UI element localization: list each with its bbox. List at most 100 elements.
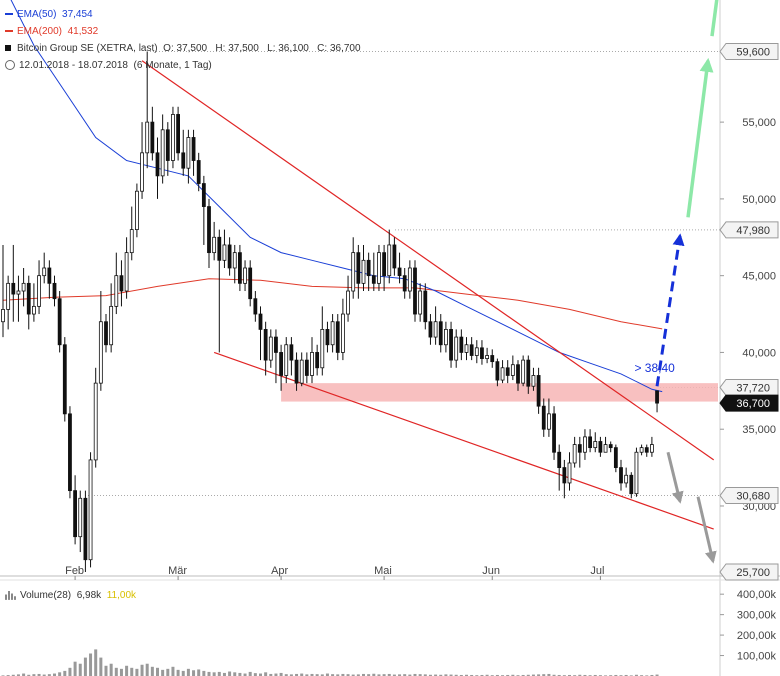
candle-body bbox=[181, 152, 186, 169]
volume-bar bbox=[58, 672, 62, 676]
volume-bar bbox=[68, 667, 72, 676]
candle-body bbox=[310, 352, 314, 376]
volume-bar bbox=[320, 674, 324, 676]
candle-icon bbox=[5, 45, 11, 52]
candle-body bbox=[47, 267, 52, 284]
volume-bar bbox=[176, 669, 180, 676]
volume-bar bbox=[22, 673, 26, 676]
candle-body bbox=[423, 290, 428, 323]
candle-body bbox=[619, 467, 623, 484]
candle-body bbox=[88, 459, 93, 561]
candle-body bbox=[268, 336, 273, 361]
instrument-legend: Bitcoin Group SE (XETRA, last) O: 37,500… bbox=[5, 40, 361, 57]
candle-body bbox=[289, 344, 294, 361]
volume-bar bbox=[315, 674, 319, 676]
candle-body bbox=[459, 336, 464, 353]
volume-bar bbox=[83, 657, 87, 676]
candle-body bbox=[382, 252, 387, 277]
volume-bar bbox=[434, 674, 438, 676]
candle-body bbox=[366, 259, 371, 277]
volume-y-tick-label: 200,00k bbox=[737, 630, 777, 642]
candle-body bbox=[613, 447, 618, 468]
volume-bar bbox=[289, 674, 293, 676]
volume-bar bbox=[398, 674, 402, 676]
volume-bar bbox=[233, 672, 237, 676]
candle-body bbox=[536, 375, 541, 407]
candle-body bbox=[104, 321, 108, 346]
volume-bar bbox=[325, 673, 329, 676]
candle-body bbox=[443, 329, 448, 346]
volume-bar bbox=[295, 673, 299, 676]
green-target-arrow-upper bbox=[710, 0, 719, 37]
candle-body bbox=[608, 444, 613, 449]
candle-body bbox=[413, 267, 417, 315]
x-tick-label: Jul bbox=[590, 565, 604, 577]
candle-body bbox=[150, 121, 155, 154]
candle-body bbox=[361, 259, 366, 284]
volume-bar bbox=[114, 667, 118, 676]
level-price-label: 25,700 bbox=[736, 567, 770, 579]
volume-bar bbox=[212, 672, 216, 676]
candle-body bbox=[11, 282, 16, 295]
volume-bar bbox=[166, 668, 170, 676]
candle-body bbox=[593, 441, 598, 449]
volume-bar bbox=[542, 674, 546, 676]
volume-bar bbox=[552, 674, 556, 676]
volume-bar bbox=[94, 649, 98, 676]
candle-body bbox=[320, 329, 325, 369]
candle-body bbox=[279, 352, 284, 376]
period-legend: 12.01.2018 - 18.07.2018 (6 Monate, 1 Tag… bbox=[5, 57, 361, 74]
candle-body bbox=[531, 375, 536, 387]
candle-body bbox=[124, 252, 129, 292]
candle-body bbox=[57, 298, 62, 346]
volume-bar bbox=[238, 672, 242, 676]
candle-body bbox=[562, 467, 567, 484]
level-price-box bbox=[719, 563, 779, 581]
volume-bar bbox=[42, 674, 46, 676]
volume-bar bbox=[32, 674, 36, 676]
volume-bar bbox=[485, 674, 489, 676]
ema200-swatch bbox=[5, 30, 13, 33]
volume-bar bbox=[578, 674, 582, 676]
level-price-box bbox=[719, 221, 779, 239]
volume-bar bbox=[156, 667, 159, 676]
volume-bar bbox=[403, 674, 407, 676]
volume-bar bbox=[171, 666, 175, 676]
candle-body bbox=[155, 152, 160, 177]
candle-body bbox=[495, 361, 500, 381]
candle-body bbox=[485, 355, 490, 359]
volume-bar bbox=[150, 666, 154, 676]
candle-body bbox=[26, 282, 31, 315]
volume-bar bbox=[274, 673, 278, 676]
candle-body bbox=[16, 290, 21, 295]
blue-breakout-arrow bbox=[655, 233, 685, 387]
candle-body bbox=[583, 436, 587, 453]
y-tick-label: 50,000 bbox=[742, 194, 776, 206]
candle-body bbox=[248, 267, 253, 300]
candle-body bbox=[129, 229, 134, 254]
candle-body bbox=[98, 321, 103, 384]
chart-legend: EMA(50) 37,454 EMA(200) 41,532 Bitcoin G… bbox=[5, 6, 361, 74]
candle-body bbox=[196, 160, 201, 184]
candle-body bbox=[500, 367, 505, 381]
y-tick-label: 55,000 bbox=[742, 117, 776, 129]
candle-body bbox=[83, 497, 88, 561]
candle-body bbox=[32, 305, 36, 315]
level-price-label: 47,980 bbox=[736, 225, 770, 237]
candle-body bbox=[201, 183, 206, 207]
candle-body bbox=[454, 336, 459, 361]
x-tick-label: Feb bbox=[65, 565, 84, 577]
breakout-level-annotation: > 38,40 bbox=[634, 361, 675, 375]
instrument-name: Bitcoin Group SE (XETRA, last) bbox=[17, 43, 158, 54]
candle-body bbox=[253, 298, 258, 315]
volume-bar bbox=[362, 673, 365, 676]
volume-bar bbox=[377, 674, 381, 676]
volume-bar bbox=[161, 669, 165, 676]
volume-bar bbox=[217, 671, 221, 676]
y-tick-label: 40,000 bbox=[742, 347, 776, 359]
level-price-label: 59,600 bbox=[736, 46, 770, 58]
volume-bar bbox=[119, 668, 123, 676]
ema50-swatch bbox=[5, 13, 13, 16]
period-range: 12.01.2018 - 18.07.2018 bbox=[19, 60, 128, 71]
